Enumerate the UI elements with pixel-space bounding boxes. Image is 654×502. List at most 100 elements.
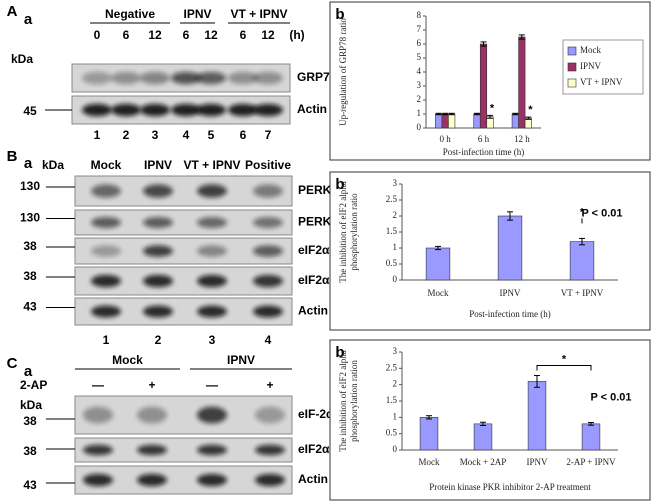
error-bar (487, 114, 494, 119)
y-axis-label: The inhibition of eIF2 alpha (338, 350, 348, 451)
band (197, 444, 227, 456)
bar (479, 43, 488, 129)
band (253, 274, 283, 288)
y-tick-label: 3 (393, 178, 398, 188)
panel-sub: b (335, 6, 344, 23)
band (91, 184, 121, 198)
lane-number: 7 (265, 128, 272, 142)
bar (518, 36, 526, 129)
treatment-label: 2-AP (20, 378, 47, 392)
kda-label: kDa (11, 52, 33, 66)
bar (569, 241, 595, 281)
lane-number: 2 (123, 128, 130, 142)
band (143, 184, 173, 198)
lane-number: 3 (209, 333, 216, 347)
band (82, 71, 112, 85)
x-tick-label: IPNV (499, 288, 521, 298)
significance-mark: * (490, 102, 495, 114)
band (255, 406, 285, 424)
error-bar (534, 375, 540, 388)
band (91, 245, 121, 257)
y-tick-label: 2 (393, 210, 398, 220)
y-axis-label: phosphorylation ratio (349, 193, 359, 271)
x-tick-label: 12 h (514, 134, 530, 144)
bar (425, 247, 451, 281)
legend-swatch (567, 46, 577, 56)
bar (473, 113, 481, 129)
kda-marker: 130 (20, 211, 40, 225)
band (197, 305, 227, 318)
band-label: GRP78 (297, 70, 337, 84)
band-label: Actin (298, 472, 328, 486)
band (83, 444, 113, 456)
band-label: eIF2α (298, 442, 330, 456)
kda-marker: 45 (23, 104, 37, 118)
y-tick-label: 6 (417, 38, 422, 48)
error-bar (473, 112, 480, 116)
y-tick-label: 2.5 (386, 194, 398, 204)
lane-number: 4 (265, 333, 272, 347)
band (228, 71, 258, 85)
band (197, 473, 227, 487)
band (111, 71, 141, 85)
y-tick-label: 0 (393, 444, 398, 454)
significance-mark: * (580, 206, 585, 218)
bar (511, 113, 519, 129)
error-bar (507, 211, 513, 221)
y-tick-label: 3 (393, 346, 398, 356)
y-tick-label: 7 (417, 24, 422, 34)
treatment-sign: + (148, 378, 155, 392)
unit-label: (h) (289, 28, 304, 42)
group-label: Negative (105, 7, 155, 21)
time-label: 6 (123, 28, 130, 42)
bar (473, 423, 493, 451)
x-tick-label: 6 h (478, 134, 490, 144)
lane-number: 2 (155, 333, 162, 347)
error-bar (435, 112, 442, 116)
error-bar (442, 112, 449, 116)
band (197, 217, 227, 228)
band (253, 245, 283, 257)
y-tick-label: 0.5 (386, 258, 398, 268)
kda-marker: 38 (23, 269, 37, 283)
legend-swatch (567, 78, 577, 88)
x-tick-label: Mock (419, 457, 440, 467)
significance-bracket (536, 365, 592, 371)
band (253, 217, 283, 228)
y-axis-label: The inhibition of eIF2 alpha (338, 181, 348, 282)
x-tick-label: Mock + 2AP (460, 457, 507, 467)
panel-sub: a (24, 363, 33, 380)
band (83, 406, 113, 424)
bar (448, 113, 456, 129)
legend-swatch (567, 62, 577, 72)
band (91, 217, 121, 228)
y-tick-label: 2.5 (386, 362, 398, 372)
y-tick-label: 1.5 (386, 226, 398, 236)
band-label: Actin (297, 102, 327, 116)
treatment-sign: + (266, 378, 273, 392)
legend-label: VT + IPNV (580, 77, 623, 87)
y-tick-label: 1 (417, 108, 422, 118)
panel-letter: A (7, 3, 18, 20)
y-axis-label: phosphorylation ration (349, 360, 359, 442)
legend-frame (562, 39, 644, 95)
band (82, 103, 112, 117)
y-tick-label: 0 (417, 122, 422, 132)
panel-letter: B (7, 148, 18, 165)
time-label: 6 (183, 28, 190, 42)
significance-mark: * (562, 353, 567, 365)
band (255, 444, 285, 456)
time-label: 0 (94, 28, 101, 42)
panel-sub: b (335, 344, 344, 361)
band-label: PERK (298, 215, 332, 229)
panel-sub: a (24, 155, 33, 172)
lane-number: 6 (240, 128, 247, 142)
band (197, 274, 227, 288)
bar (527, 381, 547, 451)
error-bar (525, 116, 532, 120)
y-tick-label: 2 (393, 379, 398, 389)
group-label: Mock (91, 158, 122, 172)
bar (581, 423, 601, 451)
band (143, 245, 173, 257)
